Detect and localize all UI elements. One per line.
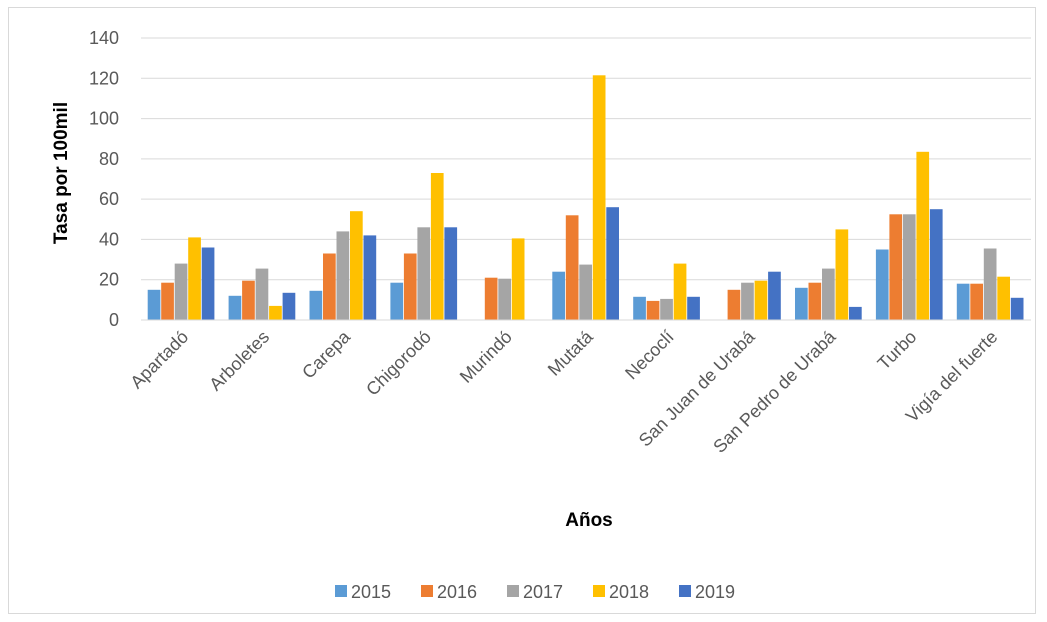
bar-2017	[336, 231, 350, 320]
bar-2015	[309, 290, 323, 320]
x-tick-label: Turbo	[874, 327, 921, 374]
y-tick-label: 140	[89, 28, 119, 48]
y-axis-ticks: 0 20 40 60 80 100 120 140	[89, 28, 119, 330]
gridlines	[141, 37, 1031, 281]
bar-2015	[795, 287, 808, 320]
bar-2018	[430, 173, 444, 320]
x-tick-label: Chigorodó	[362, 327, 435, 400]
bar-2018	[269, 305, 282, 320]
bar-2015	[633, 296, 646, 320]
bar-2018	[592, 75, 606, 320]
bar-2017	[498, 278, 511, 320]
bar-2016	[727, 289, 741, 320]
legend: 2015 2016 2017 2018 2019	[335, 582, 735, 602]
bar-2018	[997, 276, 1010, 320]
x-axis-title: Años	[565, 510, 613, 531]
bar-2017	[417, 227, 431, 320]
chart-frame: 0 20 40 60 80 100 120 140 Apartadó Arboletes Care…	[8, 7, 1036, 614]
bar-2017	[255, 268, 269, 320]
bar-2018	[835, 229, 849, 320]
bar-2016	[161, 282, 174, 320]
bar-2019	[1010, 297, 1024, 320]
bar-2018	[511, 238, 525, 320]
legend-label-2016: 2016	[437, 582, 477, 602]
legend-label-2017: 2017	[523, 582, 563, 602]
bar-2018	[188, 237, 201, 320]
bar-2016	[484, 277, 498, 320]
bar-2018	[916, 151, 930, 320]
bar-2017	[822, 268, 835, 320]
bar-2016	[323, 253, 336, 320]
bar-2015	[147, 289, 161, 320]
bar-2019	[768, 271, 781, 320]
bar-2019	[849, 306, 862, 320]
x-tick-label: Mutatá	[544, 326, 598, 380]
bar-2019	[201, 247, 215, 320]
bar-2018	[350, 211, 363, 320]
bar-2018	[754, 280, 768, 320]
bar-2015	[390, 282, 404, 320]
y-tick-label: 80	[99, 149, 119, 169]
y-tick-label: 0	[109, 310, 119, 330]
bar-2019	[444, 227, 458, 320]
x-tick-label: Murindó	[456, 327, 516, 387]
bar-chart: 0 20 40 60 80 100 120 140 Apartadó Arboletes Care…	[51, 28, 1031, 602]
bar-2019	[687, 296, 700, 320]
legend-label-2019: 2019	[695, 582, 735, 602]
y-tick-label: 100	[89, 109, 119, 129]
y-tick-label: 60	[99, 189, 119, 209]
x-tick-label: Arboletes	[205, 327, 273, 395]
bar-2015	[875, 249, 889, 320]
bar-2017	[983, 248, 997, 320]
x-axis-ticks: Apartadó Arboletes Carepa Chigorodó Murindó M…	[126, 326, 1001, 457]
y-tick-label: 40	[99, 229, 119, 249]
bar-2015	[228, 295, 242, 320]
bar-2016	[889, 214, 903, 321]
x-tick-label: Apartadó	[126, 327, 192, 393]
legend-swatch-2017	[507, 585, 519, 597]
legend-swatch-2015	[335, 585, 347, 597]
bar-2018	[673, 263, 687, 320]
bar-2016	[242, 280, 255, 320]
x-tick-label: Necoclí	[621, 327, 678, 384]
bar-2016	[565, 215, 579, 320]
bar-2015	[552, 271, 565, 320]
bar-2017	[660, 298, 673, 320]
bar-2016	[808, 282, 822, 320]
legend-swatch-2016	[421, 585, 433, 597]
legend-label-2018: 2018	[609, 582, 649, 602]
x-tick-label: Carepa	[298, 326, 355, 383]
bar-2017	[902, 214, 916, 321]
bar-2015	[956, 283, 970, 320]
bar-2017	[174, 263, 188, 320]
y-axis-title: Tasa por 100mil	[51, 102, 72, 244]
legend-label-2015: 2015	[351, 582, 391, 602]
bar-2017	[741, 282, 754, 320]
bar-2017	[579, 264, 592, 320]
bar-2016	[970, 283, 983, 320]
y-tick-label: 20	[99, 270, 119, 290]
bar-2016	[646, 300, 660, 320]
bar-2019	[363, 235, 377, 320]
y-tick-label: 120	[89, 68, 119, 88]
bar-2019	[282, 292, 296, 320]
bar-2019	[929, 209, 943, 320]
bars	[147, 75, 1024, 321]
legend-swatch-2018	[593, 585, 605, 597]
legend-swatch-2019	[679, 585, 691, 597]
bar-2016	[403, 253, 417, 320]
bar-2019	[606, 207, 619, 320]
